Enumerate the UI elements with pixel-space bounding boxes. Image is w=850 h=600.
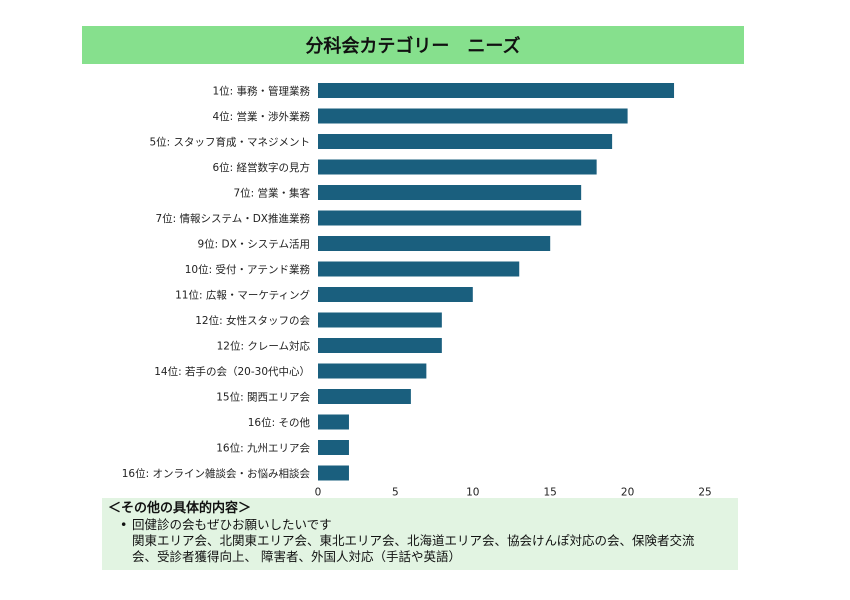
notes-line: 回健診の会もぜひお願いしたいです	[132, 517, 332, 532]
category-label: 7位: 情報システム・DX推進業務	[155, 212, 310, 225]
category-label: 16位: その他	[248, 416, 311, 429]
bar	[318, 134, 613, 149]
category-label: 16位: オンライン雑談会・お悩み相談会	[122, 467, 311, 480]
bar	[318, 108, 628, 124]
other-details-box: ＜その他の具体的内容＞ 回健診の会もぜひお願いしたいです 関東エリア会、北関東エ…	[102, 498, 738, 570]
bar	[318, 414, 349, 430]
x-tick-label: 15	[544, 487, 557, 499]
category-label: 4位: 営業・渉外業務	[212, 110, 310, 123]
category-label: 6位: 経営数字の見方	[212, 161, 310, 174]
category-label: 9位: DX・システム活用	[197, 238, 310, 251]
category-label: 11位: 広報・マーケティング	[175, 289, 310, 302]
page-title: 分科会カテゴリー ニーズ	[305, 36, 521, 57]
category-label: 1位: 事務・管理業務	[212, 85, 310, 98]
x-tick-label: 5	[392, 487, 399, 499]
category-label: 5位: スタッフ育成・マネジメント	[149, 136, 310, 149]
x-tick-label: 10	[466, 487, 479, 499]
category-label: 14位: 若手の会（20-30代中心）	[154, 365, 310, 378]
category-label: 10位: 受付・アテンド業務	[185, 263, 311, 276]
bar	[318, 389, 411, 404]
x-tick-label: 0	[315, 487, 322, 499]
bar	[318, 287, 473, 302]
bar	[318, 261, 520, 277]
bar	[318, 236, 551, 251]
category-label: 16位: 九州エリア会	[216, 442, 310, 455]
notes-line: 会、受診者獲得向上、 障害者、外国人対応（手話や英語）	[132, 549, 461, 564]
bar	[318, 338, 442, 353]
category-label: 12位: 女性スタッフの会	[195, 314, 310, 327]
notes-line: 関東エリア会、北関東エリア会、東北エリア会、北海道エリア会、協会けんぽ対応の会、…	[132, 533, 695, 548]
bar	[318, 159, 597, 175]
bar	[318, 312, 442, 328]
title-banner: 分科会カテゴリー ニーズ	[82, 26, 744, 64]
bar	[318, 83, 675, 98]
x-tick-label: 25	[698, 487, 711, 499]
category-label: 7位: 営業・集客	[233, 187, 310, 200]
category-label: 12位: クレーム対応	[217, 340, 311, 353]
notes-heading: ＜その他の具体的内容＞	[108, 501, 252, 516]
x-tick-label: 20	[621, 487, 634, 499]
bar	[318, 440, 349, 455]
bar	[318, 210, 582, 226]
bar	[318, 363, 427, 379]
notes-list: 回健診の会もぜひお願いしたいです 関東エリア会、北関東エリア会、東北エリア会、北…	[108, 517, 732, 565]
category-label: 15位: 関西エリア会	[216, 391, 310, 404]
notes-item: 回健診の会もぜひお願いしたいです 関東エリア会、北関東エリア会、東北エリア会、北…	[120, 517, 732, 565]
bar	[318, 185, 582, 200]
bar	[318, 465, 349, 481]
